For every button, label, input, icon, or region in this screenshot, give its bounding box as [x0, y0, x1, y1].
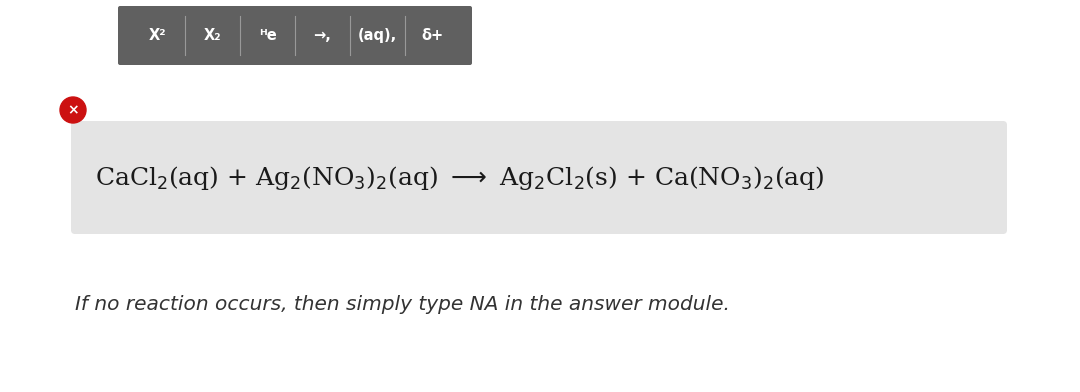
Text: CaCl$_2$(aq) + Ag$_2$(NO$_3$)$_2$(aq) $\longrightarrow$ Ag$_2$Cl$_2$(s) + Ca(NO$: CaCl$_2$(aq) + Ag$_2$(NO$_3$)$_2$(aq) $\… [95, 164, 824, 192]
Text: X₂: X₂ [204, 28, 221, 43]
Text: X²: X² [149, 28, 166, 43]
Text: ᴴe: ᴴe [258, 28, 276, 43]
FancyBboxPatch shape [118, 6, 472, 65]
Text: (aq),: (aq), [357, 28, 397, 43]
Text: δ+: δ+ [421, 28, 444, 43]
FancyBboxPatch shape [71, 121, 1007, 234]
Text: If no reaction occurs, then simply type NA in the answer module.: If no reaction occurs, then simply type … [75, 295, 730, 314]
Text: →,: →, [313, 28, 332, 43]
Circle shape [60, 97, 86, 123]
Text: ×: × [67, 103, 79, 117]
